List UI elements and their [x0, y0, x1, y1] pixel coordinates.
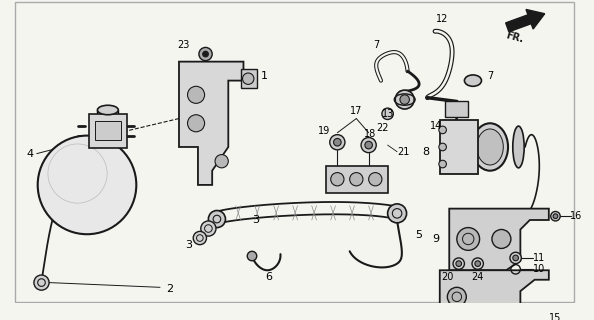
Text: 4: 4 [27, 148, 34, 159]
Circle shape [193, 231, 207, 245]
Circle shape [395, 90, 414, 109]
Circle shape [388, 204, 406, 223]
Text: 1: 1 [261, 71, 268, 81]
Circle shape [551, 212, 560, 221]
Text: 5: 5 [415, 230, 422, 240]
Circle shape [513, 255, 519, 261]
Circle shape [188, 86, 204, 103]
Text: 19: 19 [318, 126, 330, 136]
Ellipse shape [477, 129, 503, 165]
Polygon shape [241, 69, 257, 88]
Polygon shape [505, 9, 545, 32]
Ellipse shape [465, 75, 482, 86]
Text: 18: 18 [364, 129, 377, 139]
Circle shape [199, 47, 212, 61]
Circle shape [203, 51, 208, 57]
Text: 11: 11 [533, 253, 545, 263]
Text: 3: 3 [252, 215, 260, 225]
Polygon shape [446, 101, 468, 116]
Circle shape [188, 115, 204, 132]
Ellipse shape [472, 123, 508, 171]
Circle shape [361, 138, 376, 153]
Circle shape [553, 214, 558, 219]
Polygon shape [440, 120, 478, 173]
Text: 2: 2 [166, 284, 173, 294]
Polygon shape [326, 166, 388, 193]
Circle shape [447, 287, 466, 306]
Polygon shape [449, 209, 549, 270]
Polygon shape [440, 270, 549, 320]
Text: 8: 8 [422, 147, 429, 157]
Circle shape [510, 252, 522, 264]
Text: 13: 13 [381, 109, 394, 119]
Circle shape [457, 228, 479, 250]
Text: 24: 24 [472, 272, 484, 282]
Circle shape [456, 261, 462, 267]
Text: 12: 12 [437, 14, 449, 24]
Text: 10: 10 [533, 264, 545, 274]
Text: 16: 16 [570, 211, 583, 221]
Circle shape [472, 258, 484, 269]
Circle shape [439, 126, 447, 134]
Ellipse shape [513, 126, 524, 168]
Circle shape [453, 258, 465, 269]
Circle shape [517, 211, 528, 222]
Text: FR.: FR. [504, 30, 525, 45]
Circle shape [350, 172, 363, 186]
Circle shape [382, 108, 393, 119]
Circle shape [201, 221, 216, 236]
Circle shape [34, 275, 49, 290]
Circle shape [439, 143, 447, 151]
Text: 7: 7 [487, 71, 493, 81]
Circle shape [37, 136, 136, 234]
Polygon shape [89, 114, 127, 148]
Circle shape [330, 135, 345, 150]
Circle shape [369, 172, 382, 186]
Circle shape [439, 160, 447, 168]
Polygon shape [94, 121, 121, 140]
Circle shape [208, 211, 226, 228]
Polygon shape [179, 62, 244, 185]
Text: 15: 15 [549, 313, 562, 320]
Circle shape [242, 73, 254, 84]
Text: 7: 7 [373, 40, 380, 50]
Text: 14: 14 [430, 121, 442, 131]
Text: 6: 6 [266, 272, 273, 282]
Circle shape [331, 172, 344, 186]
Circle shape [334, 139, 341, 146]
Circle shape [475, 261, 481, 267]
Circle shape [400, 95, 409, 104]
Circle shape [492, 229, 511, 248]
Text: 3: 3 [185, 240, 192, 250]
Text: 20: 20 [441, 272, 454, 282]
Text: 21: 21 [397, 147, 410, 157]
Text: 17: 17 [350, 106, 362, 116]
Text: 23: 23 [178, 40, 190, 50]
Circle shape [365, 141, 372, 149]
Text: 22: 22 [377, 123, 389, 133]
Text: 9: 9 [432, 234, 440, 244]
Ellipse shape [97, 105, 118, 115]
Circle shape [247, 251, 257, 261]
Circle shape [215, 155, 228, 168]
